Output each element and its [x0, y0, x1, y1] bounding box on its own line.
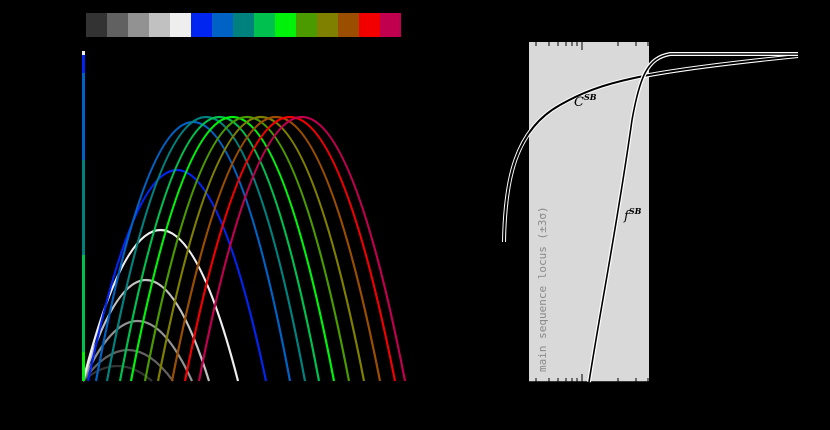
- colorbar-swatch: [359, 13, 380, 37]
- c-sb-curve: [503, 55, 799, 243]
- arc-series-teal: [105, 115, 307, 382]
- colorbar-legend: [86, 13, 401, 37]
- arc-series-lime: [129, 116, 336, 382]
- arc-series-red: [183, 116, 397, 382]
- main-sequence-band: [529, 42, 649, 382]
- colorbar-swatch: [317, 13, 338, 37]
- arc-series-green: [118, 115, 321, 382]
- colorbar-swatch: [296, 13, 317, 37]
- colorbar-swatch: [254, 13, 275, 37]
- colorbar-swatch: [86, 13, 107, 37]
- colorbar-swatch: [170, 13, 191, 37]
- arc-series-olive: [156, 116, 366, 382]
- strip-segment: [82, 255, 85, 352]
- c-sb-label: CSB: [574, 92, 597, 110]
- strip-segment: [82, 73, 85, 160]
- arc-series-gray4: [81, 279, 211, 382]
- colorbar-swatch: [149, 13, 170, 37]
- strip-segment: [82, 55, 85, 73]
- colorbar-swatch: [128, 13, 149, 37]
- arc-series-blue: [86, 168, 268, 382]
- colorbar-swatch: [107, 13, 128, 37]
- colorbar-swatch: [233, 13, 254, 37]
- f-sb-label: fSB: [623, 206, 642, 224]
- f-sb-curve: [588, 53, 798, 383]
- colorbar-swatch: [338, 13, 359, 37]
- band-label: main sequence locus (±3σ): [536, 206, 549, 372]
- strip-segment: [82, 51, 85, 55]
- colorbar-swatch: [275, 13, 296, 37]
- arc-series-gray3: [81, 320, 194, 382]
- left-panel-arcs: [81, 115, 407, 382]
- right-panel: CSB fSB main sequence locus (±3σ): [502, 42, 799, 383]
- colorbar-swatch: [191, 13, 212, 37]
- arc-series-magenta: [197, 116, 407, 382]
- colorbar-swatch: [380, 13, 401, 37]
- strip-segment: [82, 160, 85, 255]
- arc-series-brown: [170, 116, 382, 382]
- colorbar-swatch: [212, 13, 233, 37]
- left-panel-vertical-strip: [82, 51, 85, 381]
- arc-series-gray2: [82, 348, 174, 382]
- strip-segment: [82, 352, 85, 381]
- arc-series-olivegr: [143, 116, 351, 382]
